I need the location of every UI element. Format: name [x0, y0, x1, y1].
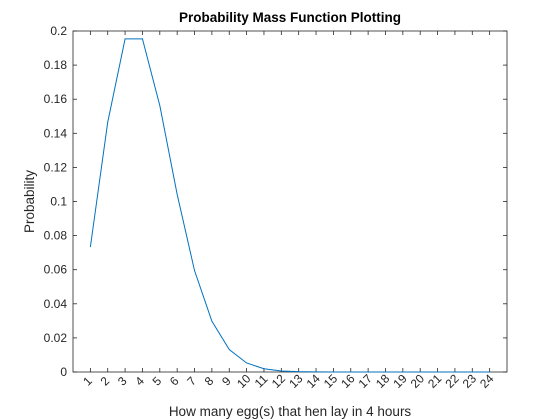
- data-point: [349, 371, 352, 374]
- data-point: [332, 371, 335, 374]
- data-point: [453, 371, 456, 374]
- y-tick-label: 0.14: [44, 126, 68, 140]
- data-point: [141, 37, 144, 40]
- data-point: [384, 371, 387, 374]
- data-point: [262, 367, 265, 370]
- pmf-series-line: [89, 38, 490, 373]
- data-point: [228, 348, 231, 351]
- data-point: [280, 369, 283, 372]
- y-tick-label: 0: [60, 365, 67, 379]
- data-point: [176, 193, 179, 196]
- y-tick-label: 0.12: [44, 160, 68, 174]
- data-point: [210, 320, 213, 323]
- y-tick-label: 0.1: [50, 195, 67, 209]
- data-point: [419, 371, 422, 374]
- y-tick-label: 0.18: [44, 58, 68, 72]
- data-point: [124, 37, 127, 40]
- y-tick-label: 0.06: [44, 263, 68, 277]
- axes-box: [72, 30, 508, 373]
- y-tick-label: 0.08: [44, 229, 68, 243]
- x-axis-label: How many egg(s) that hen lay in 4 hours: [169, 404, 412, 419]
- y-tick-label: 0.2: [50, 24, 67, 38]
- data-point: [367, 371, 370, 374]
- data-point: [193, 269, 196, 272]
- chart-title: Probability Mass Function Plotting: [179, 10, 401, 25]
- y-axis-ticks: 0 0.02 0.04 0.06 0.08 0.1 0.12 0.14 0.16 0.18 0.2: [44, 24, 507, 379]
- data-point: [245, 361, 248, 364]
- data-point: [89, 246, 92, 249]
- data-point: [436, 371, 439, 374]
- y-tick-label: 0.16: [44, 92, 68, 106]
- data-point: [315, 370, 318, 373]
- data-point: [106, 121, 109, 124]
- data-point: [401, 371, 404, 374]
- y-tick-label: 0.02: [44, 331, 68, 345]
- data-point: [297, 370, 300, 373]
- data-point: [471, 371, 474, 374]
- data-point: [488, 371, 491, 374]
- data-point: [158, 104, 161, 107]
- y-axis-label: Probability: [22, 170, 37, 233]
- y-tick-label: 0.04: [44, 297, 68, 311]
